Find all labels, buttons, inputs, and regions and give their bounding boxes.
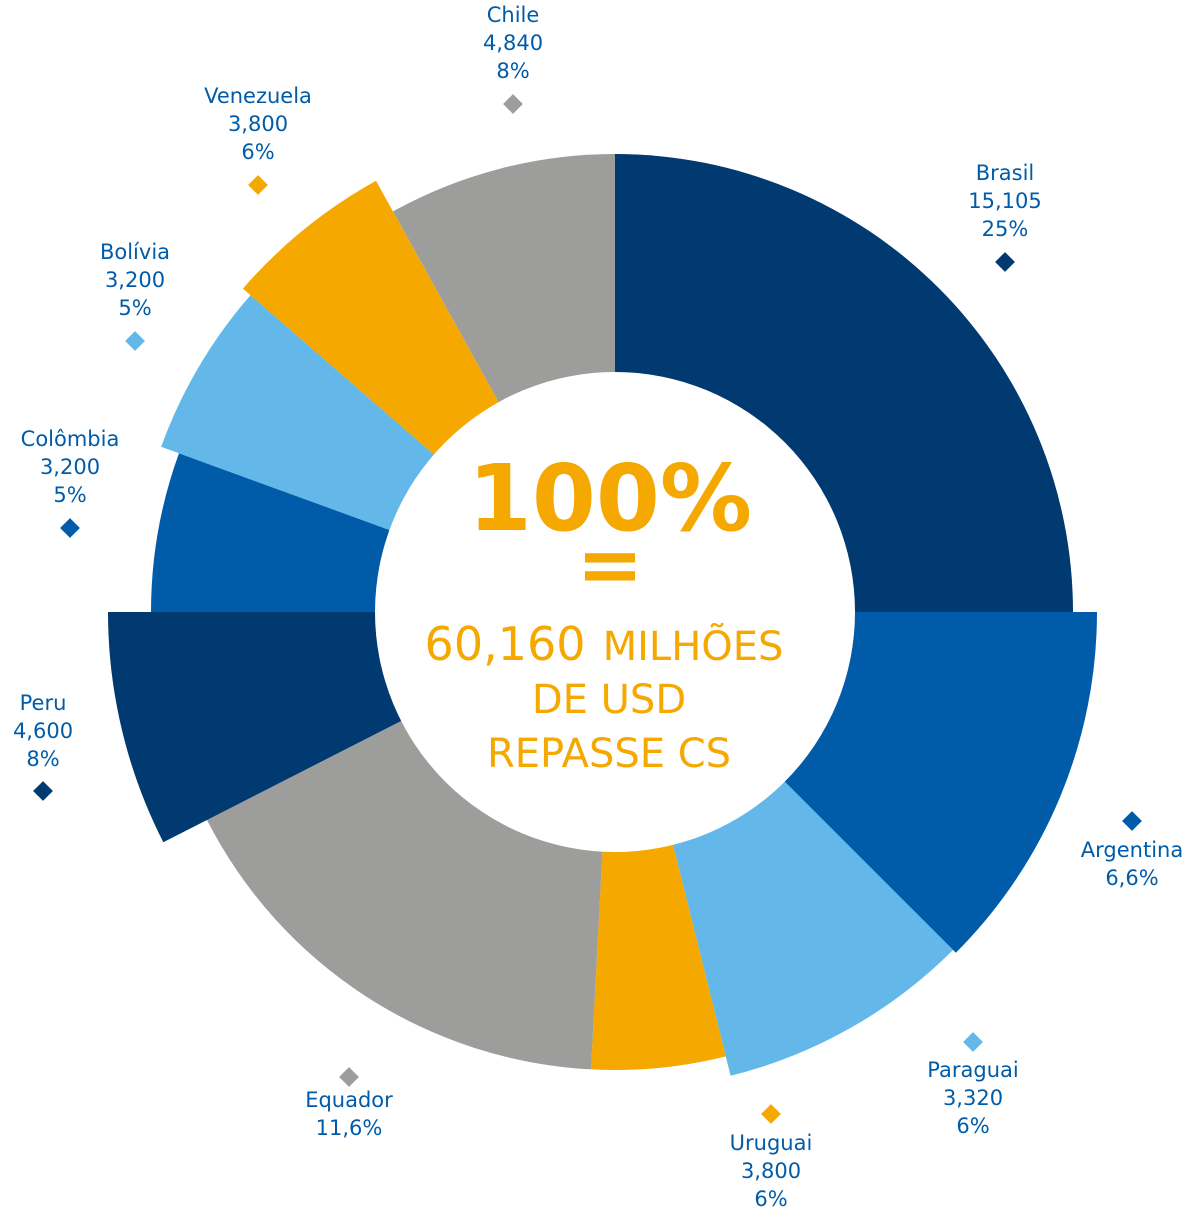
center-equals: = [576, 518, 643, 611]
label-percent-bolívia: 5% [118, 296, 151, 320]
label-name-paraguai: Paraguai [927, 1058, 1018, 1082]
label-value-colômbia: 3,200 [40, 455, 100, 479]
center-hole [375, 372, 855, 852]
legend-marker-venezuela [248, 175, 268, 195]
center-percent: 100% [468, 445, 752, 552]
label-name-uruguai: Uruguai [730, 1131, 813, 1155]
label-percent-uruguai: 6% [754, 1187, 787, 1211]
center-label: 100% = 60,160 MILHÕES DE USD REPASSE CS [425, 445, 784, 777]
legend-marker-peru [33, 781, 53, 801]
center-unit-3: REPASSE CS [487, 731, 731, 777]
label-percent-brasil: 25% [982, 217, 1029, 241]
label-value-peru: 4,600 [13, 719, 73, 743]
slice-labels: Brasil 15,105 25% Argentina 6,6% Paraguai 3,32… [13, 3, 1183, 1211]
center-amount-line: 60,160 MILHÕES [425, 617, 784, 671]
label-value-brasil: 15,105 [968, 189, 1041, 213]
label-name-brasil: Brasil [976, 161, 1035, 185]
legend-marker-bolívia [125, 331, 145, 351]
center-amount: 60,160 [425, 617, 586, 671]
legend-marker-brasil [995, 252, 1015, 272]
label-name-chile: Chile [487, 3, 540, 27]
legend-marker-chile [503, 94, 523, 114]
label-value-uruguai: 3,800 [741, 1159, 801, 1183]
center-unit-1: MILHÕES [603, 622, 784, 670]
label-percent-colômbia: 5% [53, 483, 86, 507]
label-percent-chile: 8% [496, 59, 529, 83]
label-percent-peru: 8% [26, 747, 59, 771]
label-value-paraguai: 3,320 [943, 1086, 1003, 1110]
legend-marker-uruguai [761, 1104, 781, 1124]
label-value-chile: 4,840 [483, 31, 543, 55]
label-value-bolívia: 3,200 [105, 268, 165, 292]
label-percent-venezuela: 6% [241, 140, 274, 164]
label-name-equador: Equador [305, 1088, 393, 1112]
label-name-argentina: Argentina [1081, 838, 1183, 862]
legend-marker-argentina [1122, 811, 1142, 831]
legend-marker-paraguai [963, 1032, 983, 1052]
label-percent-argentina: 6,6% [1105, 866, 1158, 890]
label-percent-equador: 11,6% [316, 1116, 383, 1140]
label-percent-paraguai: 6% [956, 1114, 989, 1138]
legend-marker-equador [339, 1067, 359, 1087]
label-name-venezuela: Venezuela [204, 84, 312, 108]
center-unit-2: DE USD [532, 677, 686, 723]
label-name-colômbia: Colômbia [21, 427, 120, 451]
label-value-venezuela: 3,800 [228, 112, 288, 136]
legend-marker-colômbia [60, 518, 80, 538]
label-name-peru: Peru [20, 691, 67, 715]
label-name-bolívia: Bolívia [100, 240, 170, 264]
